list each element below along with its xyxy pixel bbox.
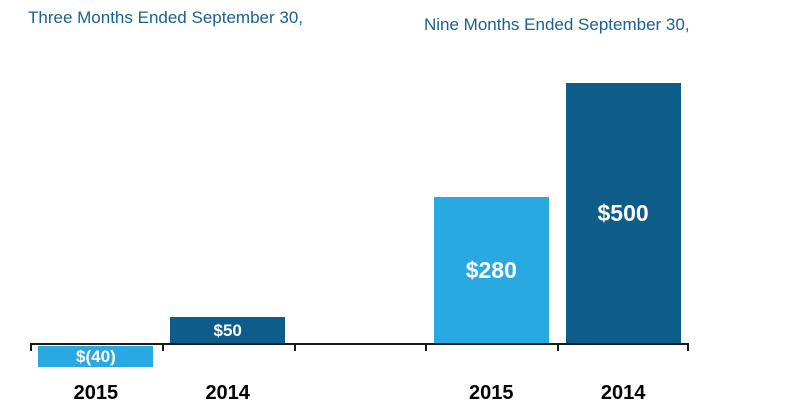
bar-three-months-2014: $50 bbox=[170, 317, 286, 343]
x-axis-tick bbox=[687, 343, 689, 351]
chart-title-three-months: Three Months Ended September 30, bbox=[28, 8, 303, 27]
bar-nine-months-2015: $280 bbox=[433, 197, 549, 343]
chart-title-nine-months: Nine Months Ended September 30, bbox=[424, 15, 690, 34]
bar-nine-months-2014: $500 bbox=[565, 83, 681, 343]
x-axis-tick bbox=[293, 343, 296, 351]
x-axis-category-label-nine-months-2014: 2014 bbox=[600, 382, 646, 404]
x-axis-category-label-three-months-2015: 2015 bbox=[73, 382, 119, 404]
x-axis-category-label-nine-months-2015: 2015 bbox=[469, 382, 514, 404]
bar-value-label: $(40) bbox=[76, 347, 116, 366]
x-axis-tick bbox=[425, 343, 428, 351]
x-axis-tick bbox=[30, 343, 32, 351]
x-axis-tick bbox=[161, 343, 164, 351]
x-axis-category-label-three-months-2014: 2014 bbox=[205, 382, 250, 404]
bar-value-label: $280 bbox=[465, 256, 517, 283]
bar-three-months-2015: $(40) bbox=[38, 346, 154, 367]
x-axis-tick bbox=[557, 343, 560, 351]
bar-value-label: $50 bbox=[213, 320, 242, 340]
bar-value-label: $500 bbox=[597, 199, 649, 226]
x-axis-line bbox=[30, 343, 689, 345]
